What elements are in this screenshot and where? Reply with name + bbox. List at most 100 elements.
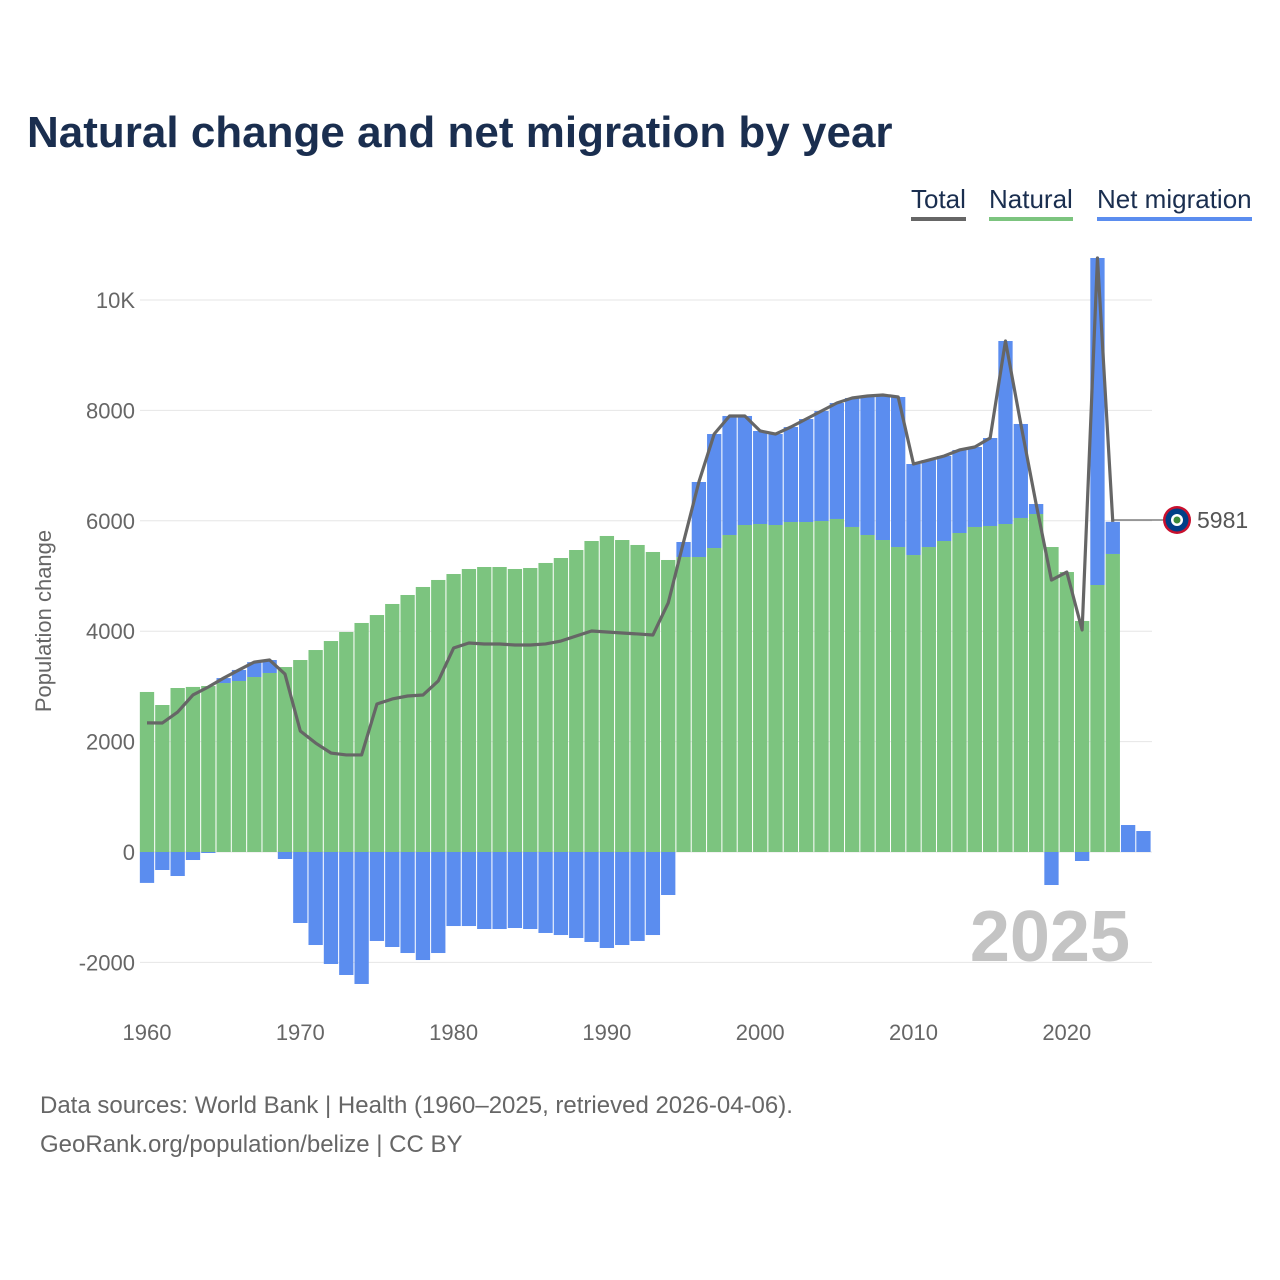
y-tick-label: 8000 bbox=[86, 398, 135, 423]
bar-net-migration bbox=[783, 427, 799, 523]
belize-flag-icon bbox=[1163, 506, 1191, 534]
bar-natural bbox=[1044, 547, 1059, 852]
bar-net-migration bbox=[845, 397, 860, 527]
legend-natural[interactable]: Natural bbox=[989, 184, 1073, 221]
bar-net-migration bbox=[400, 852, 415, 954]
bar-natural bbox=[247, 677, 262, 852]
x-tick-label: 1960 bbox=[123, 1020, 172, 1045]
x-tick-label: 1970 bbox=[276, 1020, 325, 1045]
bar-net-migration bbox=[339, 852, 354, 975]
bar-net-migration bbox=[385, 852, 400, 947]
bar-natural bbox=[185, 686, 201, 852]
bar-net-migration bbox=[998, 341, 1013, 525]
bar-natural bbox=[676, 557, 691, 852]
bar-net-migration bbox=[661, 852, 676, 896]
bar-natural bbox=[262, 672, 277, 852]
bar-natural bbox=[431, 579, 446, 852]
bar-net-migration bbox=[170, 852, 185, 877]
y-tick-label: 10K bbox=[96, 288, 135, 313]
bar-natural bbox=[446, 574, 461, 852]
source-link[interactable]: GeoRank.org/population/belize | CC BY bbox=[40, 1131, 463, 1158]
bar-natural bbox=[231, 680, 247, 852]
bar-net-migration bbox=[630, 852, 645, 941]
bar-net-migration bbox=[477, 852, 492, 930]
bar-natural bbox=[155, 705, 170, 852]
x-tick-label: 2010 bbox=[889, 1020, 938, 1045]
bar-natural bbox=[753, 524, 768, 852]
bar-net-migration bbox=[431, 852, 446, 954]
bar-natural bbox=[983, 525, 998, 852]
bar-natural bbox=[707, 548, 722, 852]
bar-net-migration bbox=[308, 852, 323, 946]
bar-net-migration bbox=[293, 852, 308, 923]
bar-natural bbox=[323, 641, 339, 852]
total-line bbox=[146, 256, 1115, 757]
bar-natural bbox=[139, 691, 155, 852]
bar-net-migration bbox=[185, 852, 201, 861]
bar-natural bbox=[875, 540, 890, 852]
bar-net-migration bbox=[201, 852, 216, 853]
bar-natural bbox=[921, 547, 936, 852]
y-tick-label: 4000 bbox=[86, 619, 135, 644]
bar-net-migration bbox=[753, 430, 768, 525]
bar-natural bbox=[783, 522, 799, 852]
bar-net-migration bbox=[247, 662, 262, 678]
bar-net-migration bbox=[492, 852, 507, 930]
bar-net-migration bbox=[967, 446, 982, 527]
bar-net-migration bbox=[231, 669, 247, 681]
bar-natural bbox=[461, 568, 477, 852]
bar-natural bbox=[507, 568, 523, 852]
bar-net-migration bbox=[155, 852, 170, 870]
bar-net-migration bbox=[446, 852, 461, 927]
bar-net-migration bbox=[737, 415, 753, 525]
bar-natural bbox=[477, 567, 492, 852]
bar-net-migration bbox=[860, 395, 875, 535]
y-tick-label: 0 bbox=[123, 840, 135, 865]
bar-net-migration bbox=[415, 852, 431, 961]
bar-net-migration bbox=[523, 852, 538, 930]
bar-net-migration bbox=[369, 852, 385, 941]
y-axis-label: Population change bbox=[31, 530, 56, 712]
bar-natural bbox=[768, 524, 783, 852]
bar-natural bbox=[860, 534, 875, 852]
legend-total[interactable]: Total bbox=[911, 184, 966, 221]
bar-natural bbox=[293, 660, 308, 852]
bar-natural bbox=[1090, 584, 1105, 852]
bar-natural bbox=[829, 518, 844, 852]
bar-net-migration bbox=[1105, 521, 1120, 554]
bar-net-migration bbox=[814, 411, 829, 522]
bar-net-migration bbox=[584, 852, 599, 942]
bar-net-migration bbox=[645, 852, 661, 936]
bar-net-migration bbox=[553, 852, 569, 936]
end-value-label: 5981 bbox=[1197, 507, 1248, 533]
bar-natural bbox=[277, 667, 293, 852]
bar-net-migration bbox=[323, 852, 339, 965]
bar-natural bbox=[201, 686, 216, 852]
bar-net-migration bbox=[277, 852, 293, 860]
bar-net-migration bbox=[891, 396, 906, 548]
bar-natural bbox=[538, 562, 553, 852]
bar-net-migration bbox=[906, 463, 921, 556]
legend-net-migration[interactable]: Net migration bbox=[1097, 184, 1252, 221]
bar-natural bbox=[569, 550, 584, 852]
bar-net-migration bbox=[983, 438, 998, 526]
bar-net-migration bbox=[921, 460, 936, 548]
bar-natural bbox=[308, 650, 323, 852]
bar-natural bbox=[737, 524, 753, 852]
bar-natural bbox=[385, 603, 400, 852]
x-tick-label: 2000 bbox=[736, 1020, 785, 1045]
bar-natural bbox=[645, 551, 661, 852]
bar-natural bbox=[998, 524, 1013, 852]
y-tick-label: 6000 bbox=[86, 509, 135, 534]
bar-natural bbox=[599, 535, 615, 852]
bar-natural bbox=[1028, 514, 1044, 852]
bar-natural bbox=[1013, 517, 1028, 852]
footer: Data sources: World Bank | Health (1960–… bbox=[40, 1086, 793, 1164]
bar-natural bbox=[369, 615, 385, 852]
y-tick-label: -2000 bbox=[79, 950, 135, 975]
bar-natural bbox=[415, 586, 431, 852]
bar-net-migration bbox=[538, 852, 553, 933]
bar-net-migration bbox=[354, 852, 369, 984]
bar-net-migration bbox=[1090, 257, 1105, 585]
bar-net-migration bbox=[599, 852, 615, 948]
